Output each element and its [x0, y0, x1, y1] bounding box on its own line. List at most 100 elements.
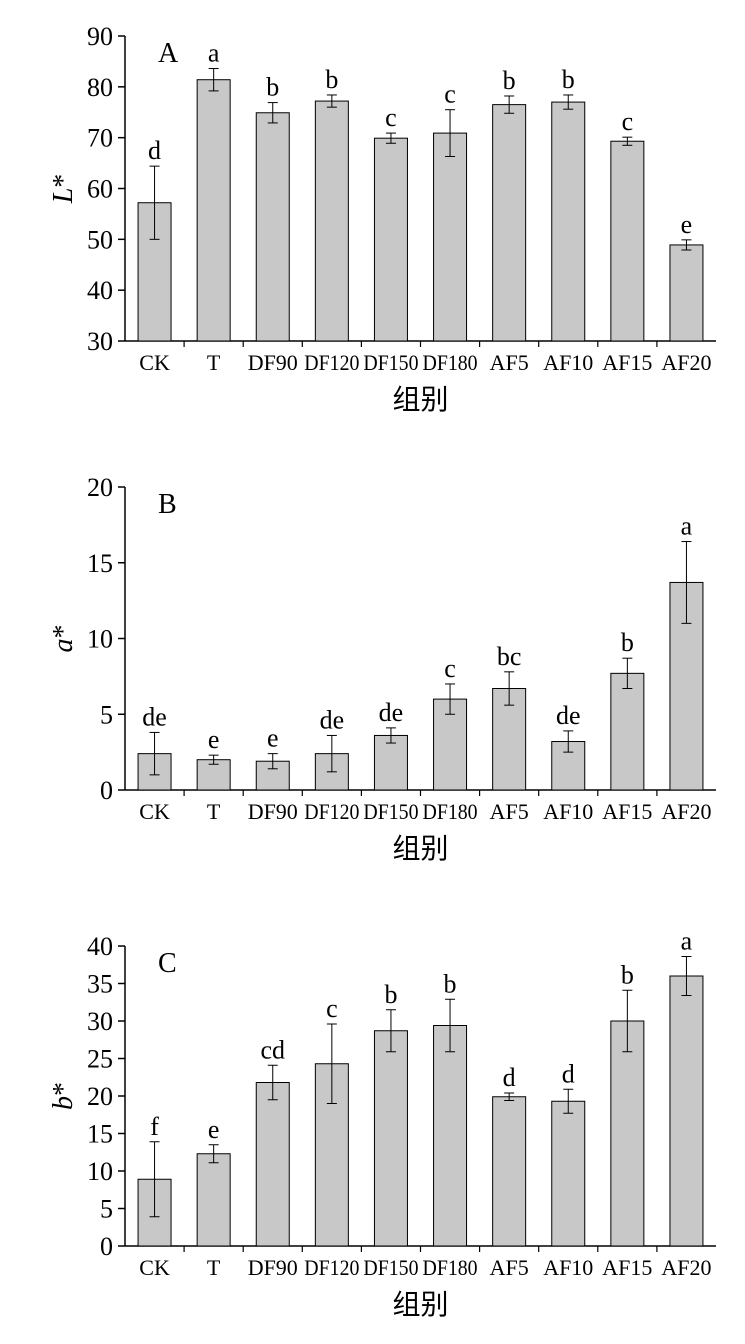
- significance-letter: d: [562, 1059, 575, 1088]
- significance-letter: c: [444, 654, 456, 683]
- x-tick-label: DF90: [248, 799, 298, 824]
- y-axis-title-italic: b: [48, 1096, 79, 1110]
- significance-letter: de: [379, 698, 404, 727]
- significance-letter: b: [266, 73, 279, 102]
- y-tick-label: 40: [87, 276, 113, 305]
- significance-letter: b: [444, 969, 457, 998]
- y-tick-label: 40: [87, 932, 113, 961]
- bar: [610, 1020, 645, 1247]
- bar: [610, 672, 645, 791]
- x-tick-label: AF15: [602, 350, 652, 375]
- x-tick-label: CK: [139, 350, 170, 375]
- significance-letter: a: [681, 512, 693, 541]
- significance-letter: a: [681, 927, 693, 956]
- significance-letter: cd: [260, 1035, 285, 1064]
- y-tick-label: 5: [100, 1195, 113, 1224]
- bar: [551, 101, 586, 342]
- x-tick-label: DF120: [304, 350, 359, 375]
- bar: [492, 1096, 527, 1247]
- bar: [373, 734, 408, 791]
- x-tick-label: DF150: [363, 799, 418, 824]
- x-tick-label: AF5: [490, 1255, 529, 1280]
- y-axis-title-italic: a: [48, 639, 79, 653]
- y-tick-label: 90: [87, 22, 113, 51]
- bar: [492, 104, 527, 342]
- bar: [669, 244, 704, 342]
- significance-letter: d: [503, 1063, 516, 1092]
- x-tick-label: DF90: [248, 1255, 298, 1280]
- x-tick-label: AF20: [661, 350, 711, 375]
- bar: [196, 79, 231, 342]
- x-tick-label: AF5: [490, 350, 529, 375]
- significance-letter: c: [444, 80, 456, 109]
- x-axis-title: 组别: [392, 384, 448, 416]
- x-tick-label: DF180: [423, 1255, 478, 1280]
- y-tick-label: 30: [87, 327, 113, 356]
- bar: [196, 1153, 231, 1247]
- bar: [669, 975, 704, 1247]
- significance-letter: b: [621, 960, 634, 989]
- y-tick-label: 70: [87, 124, 113, 153]
- x-axis-title: 组别: [392, 833, 448, 865]
- y-tick-label: 10: [87, 1157, 113, 1186]
- y-tick-label: 0: [100, 1232, 113, 1261]
- x-tick-label: T: [207, 799, 221, 824]
- x-tick-label: T: [207, 1255, 221, 1280]
- significance-letter: e: [208, 725, 220, 754]
- bar: [255, 1082, 290, 1247]
- y-tick-label: 30: [87, 1007, 113, 1036]
- y-tick-label: 10: [87, 625, 113, 654]
- panel-label: B: [158, 489, 177, 520]
- significance-letter: bc: [497, 642, 522, 671]
- y-tick-label: 0: [100, 776, 113, 805]
- significance-letter: b: [325, 65, 338, 94]
- bar: [433, 132, 468, 342]
- y-tick-label: 20: [87, 473, 113, 502]
- significance-letter: c: [385, 103, 397, 132]
- x-tick-label: DF150: [363, 350, 418, 375]
- significance-letter: a: [208, 39, 220, 68]
- x-tick-label: CK: [139, 799, 170, 824]
- significance-letter: b: [621, 628, 634, 657]
- y-axis-title-suffix: *: [48, 1082, 79, 1096]
- x-tick-label: AF20: [661, 799, 711, 824]
- x-tick-label: AF20: [661, 1255, 711, 1280]
- y-tick-label: 15: [87, 549, 113, 578]
- x-tick-label: DF120: [304, 1255, 359, 1280]
- bar: [255, 112, 290, 342]
- significance-letter: f: [150, 1112, 159, 1141]
- y-axis-title: a*: [48, 625, 79, 653]
- x-tick-label: AF15: [602, 1255, 652, 1280]
- significance-letter: e: [681, 210, 693, 239]
- bar: [551, 1100, 586, 1247]
- x-tick-label: AF15: [602, 799, 652, 824]
- bar: [433, 1025, 468, 1247]
- bar: [373, 137, 408, 342]
- bar: [314, 100, 349, 342]
- x-tick-label: DF180: [423, 350, 478, 375]
- y-tick-label: 25: [87, 1045, 113, 1074]
- significance-letter: de: [320, 705, 345, 734]
- significance-letter: c: [622, 107, 634, 136]
- y-tick-label: 5: [100, 700, 113, 729]
- y-axis-title-suffix: *: [48, 625, 79, 639]
- x-tick-label: AF5: [490, 799, 529, 824]
- y-tick-label: 50: [87, 225, 113, 254]
- chart-panel-a: 30 40 50 60 70 80 90 L* Ad CK a Tb DF90 b DF120 c DF150 c…: [48, 22, 716, 416]
- bar: [196, 759, 231, 791]
- bar: [610, 140, 645, 342]
- x-tick-label: DF120: [304, 799, 359, 824]
- y-axis-title: L*: [48, 174, 79, 205]
- y-tick-label: 80: [87, 73, 113, 102]
- chart-panel-c: 0510152025303540b*CfCKeTcdDF90cDF120bDF1…: [48, 927, 716, 1321]
- x-tick-label: DF90: [248, 350, 298, 375]
- y-axis-title: b*: [48, 1082, 79, 1110]
- panel-label: A: [158, 38, 179, 69]
- y-axis-title-italic: L: [48, 188, 79, 205]
- x-tick-label: AF10: [543, 1255, 593, 1280]
- significance-letter: c: [326, 994, 338, 1023]
- significance-letter: b: [562, 65, 575, 94]
- significance-letter: e: [267, 724, 279, 753]
- significance-letter: d: [148, 136, 161, 165]
